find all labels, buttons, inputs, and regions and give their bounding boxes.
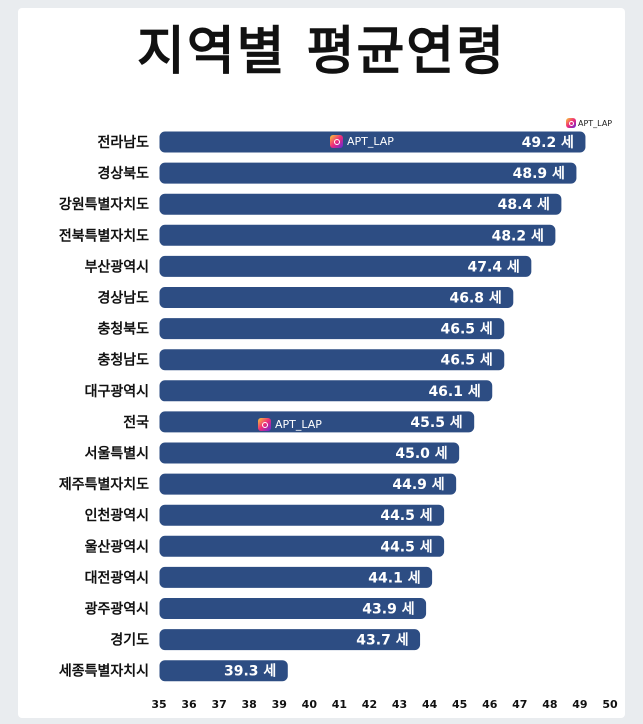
instagram-icon	[566, 118, 576, 128]
watermark-bar-1-text: APT_LAP	[347, 135, 394, 148]
x-tick-37: 37	[211, 698, 226, 711]
value-label-1: 49.2 세	[522, 135, 574, 151]
category-label-12: 제주특별자치도	[59, 476, 149, 493]
value-label-3: 48.4 세	[498, 197, 550, 213]
bar-5	[158, 254, 533, 278]
category-label-6: 경상남도	[97, 290, 149, 307]
value-label-12: 44.9 세	[392, 477, 444, 493]
instagram-icon	[330, 135, 343, 148]
watermark-bar-10: APT_LAP	[258, 418, 322, 431]
x-tick-50: 50	[602, 698, 618, 711]
bar-15	[158, 565, 434, 589]
bar-2	[158, 161, 578, 185]
category-label-15: 대전광역시	[85, 569, 149, 586]
value-label-14: 44.5 세	[380, 539, 432, 555]
value-label-16: 43.9 세	[362, 602, 414, 618]
x-tick-36: 36	[181, 698, 197, 711]
value-label-4: 48.2 세	[492, 228, 544, 244]
bar-1	[158, 130, 587, 154]
category-label-17: 경기도	[110, 632, 149, 649]
category-label-4: 전북특별자치도	[59, 227, 149, 244]
value-label-13: 44.5 세	[380, 508, 432, 524]
value-label-9: 46.1 세	[428, 384, 480, 400]
x-tick-43: 43	[392, 698, 407, 711]
x-tick-48: 48	[542, 698, 557, 711]
bar-11	[158, 441, 461, 465]
category-label-5: 부산광역시	[85, 258, 149, 275]
x-tick-39: 39	[272, 698, 287, 711]
category-label-14: 울산광역시	[85, 538, 149, 555]
category-label-13: 인천광역시	[85, 507, 149, 524]
bar-14	[158, 534, 446, 558]
value-label-17: 43.7 세	[356, 633, 408, 649]
watermark-bar-1: APT_LAP	[330, 135, 394, 148]
category-label-7: 충청북도	[97, 322, 149, 338]
category-label-1: 전라남도	[97, 134, 149, 151]
bar-8	[158, 348, 506, 372]
value-label-18: 39.3 세	[224, 664, 276, 680]
x-tick-35: 35	[151, 698, 166, 711]
bar-3	[158, 192, 563, 216]
x-tick-44: 44	[422, 698, 438, 711]
x-tick-47: 47	[512, 698, 527, 711]
x-tick-40: 40	[302, 698, 318, 711]
category-label-3: 강원특별자치도	[59, 196, 149, 213]
bar-18	[158, 659, 289, 683]
watermark-top: APT_LAP	[566, 118, 612, 128]
bar-10	[158, 410, 476, 434]
watermark-bar-10-text: APT_LAP	[275, 418, 322, 431]
bar-9	[158, 379, 494, 403]
x-tick-49: 49	[572, 698, 587, 711]
category-label-16: 광주광역시	[85, 601, 149, 618]
bar-13	[158, 503, 446, 527]
bar-12	[158, 472, 458, 496]
x-tick-38: 38	[242, 698, 257, 711]
bar-7	[158, 317, 506, 341]
category-label-18: 세종특별자치시	[59, 663, 149, 680]
x-tick-42: 42	[362, 698, 377, 711]
watermark-top-text: APT_LAP	[578, 118, 613, 128]
x-tick-45: 45	[452, 698, 467, 711]
instagram-icon	[258, 418, 271, 431]
value-label-5: 47.4 세	[468, 259, 520, 275]
x-tick-46: 46	[482, 698, 498, 711]
category-label-9: 대구광역시	[85, 383, 149, 400]
category-label-10: 전국	[123, 414, 149, 431]
value-label-8: 46.5 세	[440, 353, 492, 369]
bar-16	[158, 597, 428, 620]
bar-6	[158, 286, 515, 309]
value-label-11: 45.0 세	[395, 446, 447, 462]
x-tick-41: 41	[332, 698, 347, 711]
value-label-15: 44.1 세	[368, 570, 420, 586]
bar-17	[158, 628, 422, 652]
chart-title: 지역별 평균연령	[137, 22, 506, 82]
category-label-2: 경상북도	[97, 165, 149, 182]
value-label-6: 46.8 세	[449, 291, 501, 307]
value-label-10: 45.5 세	[410, 415, 462, 431]
bar-4	[158, 223, 557, 247]
value-label-2: 48.9 세	[513, 166, 565, 182]
category-label-8: 충청남도	[97, 352, 149, 369]
value-label-7: 46.5 세	[440, 322, 492, 338]
category-label-11: 서울특별시	[85, 445, 149, 462]
